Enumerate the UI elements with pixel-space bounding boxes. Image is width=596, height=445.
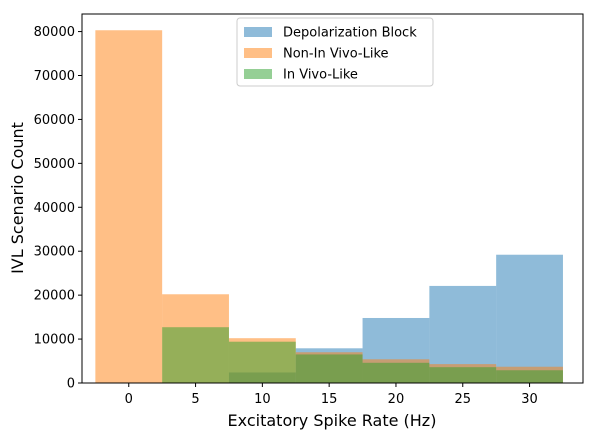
- legend-label-in-vivo-like: In Vivo-Like: [283, 68, 358, 83]
- x-tick-label-30: 30: [521, 392, 538, 407]
- y-tick-label-10000: 10000: [34, 333, 75, 348]
- y-tick-label-80000: 80000: [34, 25, 75, 40]
- legend-label-non-in-vivo-like: Non-In Vivo-Like: [283, 47, 389, 62]
- x-tick-label-20: 20: [388, 392, 405, 407]
- bar-in-vivo-like-bin-3: [295, 354, 363, 383]
- y-tick-label-40000: 40000: [34, 201, 75, 216]
- y-tick-label-0: 0: [67, 377, 75, 392]
- legend-label-depolarization-block: Depolarization Block: [283, 26, 417, 41]
- x-ticks: 0 5 10 15 20 25 30: [125, 383, 538, 407]
- legend-swatch-depolarization-block: [244, 27, 272, 37]
- legend-box: [236, 17, 434, 87]
- bar-non-in-vivo-like-bin-0: [95, 30, 163, 383]
- bar-in-vivo-like-bin-6: [496, 370, 563, 383]
- y-tick-label-30000: 30000: [34, 245, 75, 260]
- y-tick-label-50000: 50000: [34, 157, 75, 172]
- bar-in-vivo-like-bin-4: [362, 362, 430, 383]
- legend: Depolarization Block Non-In Vivo-Like In V…: [236, 17, 434, 87]
- x-tick-label-25: 25: [454, 392, 471, 407]
- bar-in-vivo-like-bin-5: [429, 367, 497, 383]
- y-axis-label: IVL Scenario Count: [8, 122, 27, 274]
- x-tick-label-0: 0: [125, 392, 133, 407]
- bar-in-vivo-like-bin-1: [162, 327, 229, 383]
- legend-swatch-non-in-vivo-like: [244, 48, 272, 58]
- y-tick-label-60000: 60000: [34, 113, 75, 128]
- bars-layer: [95, 30, 563, 383]
- x-tick-label-5: 5: [191, 392, 199, 407]
- x-tick-label-10: 10: [254, 392, 271, 407]
- y-ticks: 0 10000 20000 30000 40000 50000 60000 70000 8000…: [34, 25, 82, 392]
- y-tick-label-20000: 20000: [34, 289, 75, 304]
- bar-in-vivo-like-bin-2: [228, 341, 296, 383]
- bar-depolarization-block-bin-6: [496, 254, 563, 383]
- plot-frame: [81, 13, 584, 384]
- y-tick-label-70000: 70000: [34, 69, 75, 84]
- x-tick-label-15: 15: [321, 392, 338, 407]
- legend-swatch-in-vivo-like: [244, 69, 272, 79]
- x-axis-label: Excitatory Spike Rate (Hz): [228, 411, 437, 430]
